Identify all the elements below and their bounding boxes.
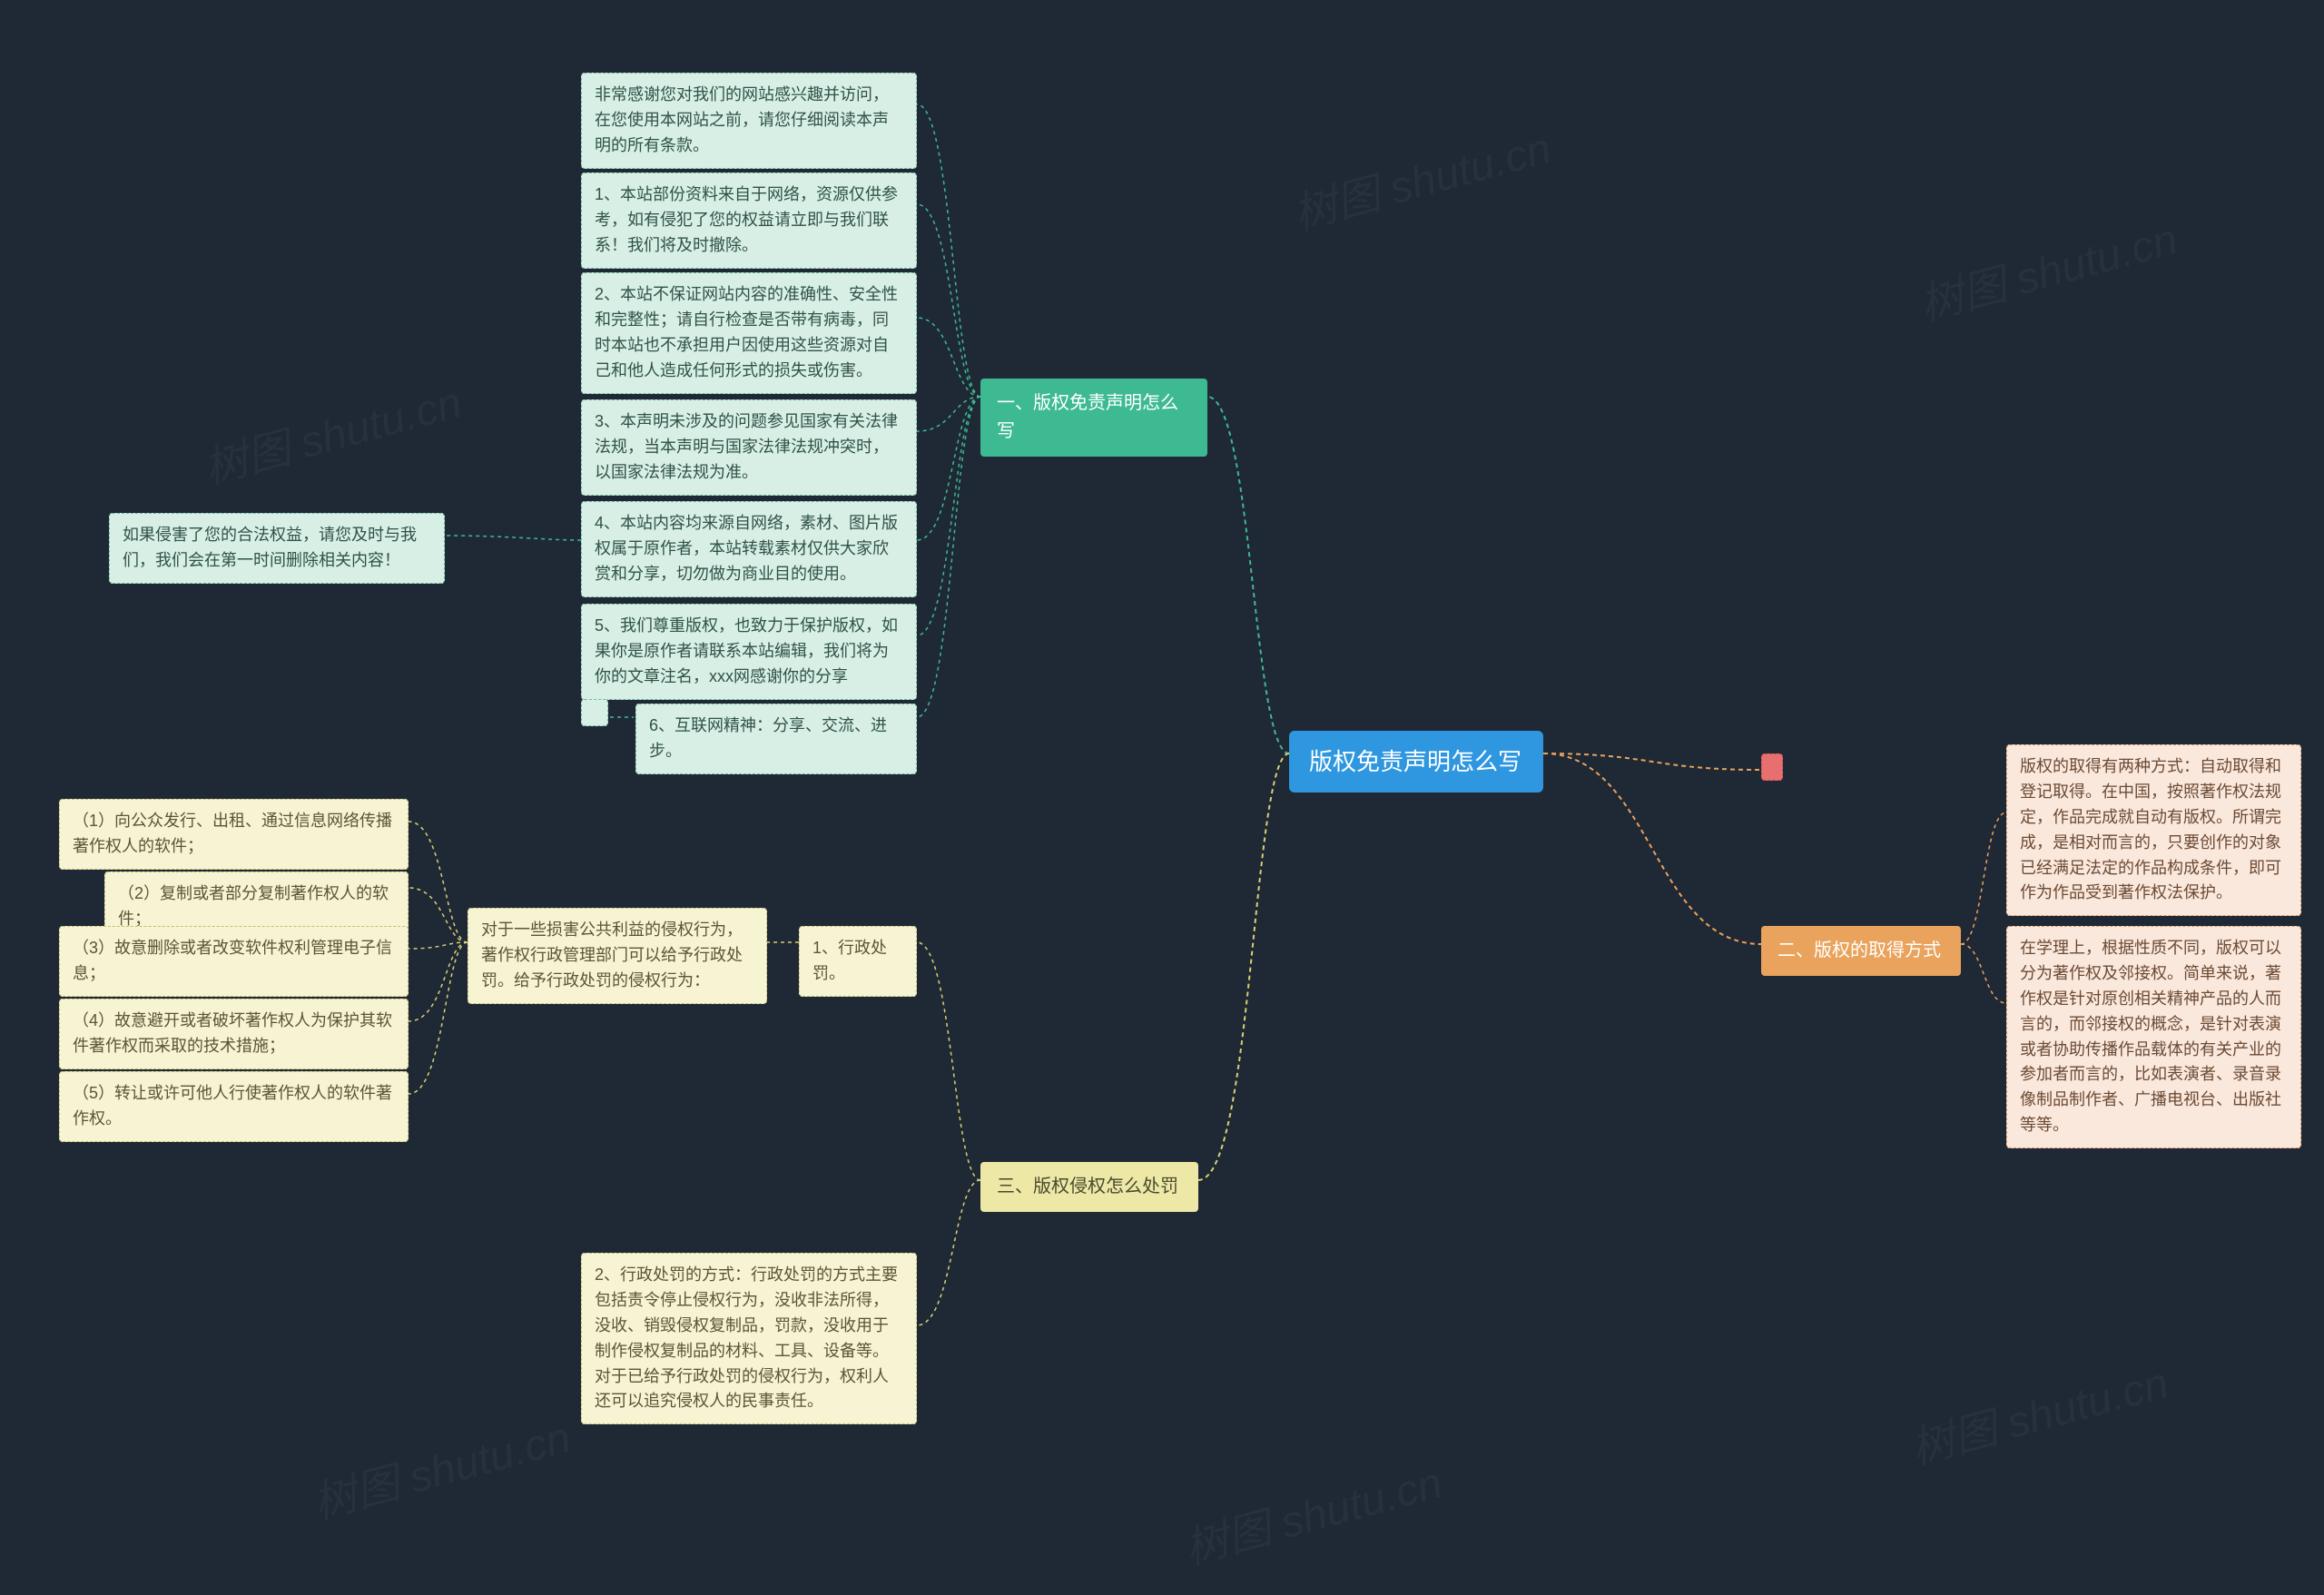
branch-1-leaf-3[interactable]: 3、本声明未涉及的问题参见国家有关法律法规，当本声明与国家法律法规冲突时，以国家… (581, 399, 917, 496)
branch-3-grand-4[interactable]: （5）转让或许可他人行使著作权人的软件著作权。 (59, 1071, 409, 1142)
branch-3-leaf-0[interactable]: 1、行政处罚。 (799, 926, 917, 997)
watermark: 树图 shutu.cn (1903, 1347, 2174, 1477)
branch-2-stub[interactable] (1761, 753, 1783, 781)
branch-3-leaf-1[interactable]: 2、行政处罚的方式：行政处罚的方式主要包括责令停止侵权行为，没收非法所得，没收、… (581, 1253, 917, 1424)
branch-1-leaf-4-child[interactable]: 如果侵害了您的合法权益，请您及时与我们，我们会在第一时间删除相关内容！ (109, 513, 445, 584)
watermark: 树图 shutu.cn (1285, 113, 1557, 242)
branch-3[interactable]: 三、版权侵权怎么处罚 (980, 1162, 1198, 1212)
root-node[interactable]: 版权免责声明怎么写 (1289, 731, 1543, 793)
branch-2-leaf-0[interactable]: 版权的取得有两种方式：自动取得和登记取得。在中国，按照著作权法规定，作品完成就自… (2006, 744, 2301, 916)
branch-3-grand-3[interactable]: （4）故意避开或者破坏著作权人为保护其软件著作权而采取的技术措施； (59, 999, 409, 1069)
branch-1-leaf-6-stub[interactable] (581, 699, 608, 726)
branch-1-leaf-2[interactable]: 2、本站不保证网站内容的准确性、安全性和完整性；请自行检查是否带有病毒，同时本站… (581, 272, 917, 394)
branch-2-leaf-1[interactable]: 在学理上，根据性质不同，版权可以分为著作权及邻接权。简单来说，著作权是针对原创相… (2006, 926, 2301, 1148)
branch-2[interactable]: 二、版权的取得方式 (1761, 926, 1961, 976)
branch-1-leaf-5[interactable]: 5、我们尊重版权，也致力于保护版权，如果你是原作者请联系本站编辑，我们将为你的文… (581, 604, 917, 700)
branch-1-leaf-0[interactable]: 非常感谢您对我们的网站感兴趣并访问，在您使用本网站之前，请您仔细阅读本声明的所有… (581, 73, 917, 169)
watermark: 树图 shutu.cn (196, 367, 468, 497)
connector-layer (0, 0, 2324, 1595)
branch-1-leaf-4[interactable]: 4、本站内容均来源自网络，素材、图片版权属于原作者，本站转载素材仅供大家欣赏和分… (581, 501, 917, 597)
watermark: 树图 shutu.cn (1912, 203, 2183, 333)
watermark: 树图 shutu.cn (305, 1402, 576, 1531)
branch-3-grand-0[interactable]: （1）向公众发行、出租、通过信息网络传播著作权人的软件； (59, 799, 409, 870)
branch-3-grand-2[interactable]: （3）故意删除或者改变软件权利管理电子信息； (59, 926, 409, 997)
branch-3-leaf-0-child[interactable]: 对于一些损害公共利益的侵权行为，著作权行政管理部门可以给予行政处罚。给予行政处罚… (468, 908, 767, 1004)
branch-1-leaf-6[interactable]: 6、互联网精神：分享、交流、进步。 (635, 704, 917, 774)
branch-1-leaf-1[interactable]: 1、本站部份资料来自于网络，资源仅供参考，如有侵犯了您的权益请立即与我们联系！我… (581, 172, 917, 269)
branch-1[interactable]: 一、版权免责声明怎么写 (980, 379, 1207, 457)
watermark: 树图 shutu.cn (1177, 1447, 1448, 1577)
